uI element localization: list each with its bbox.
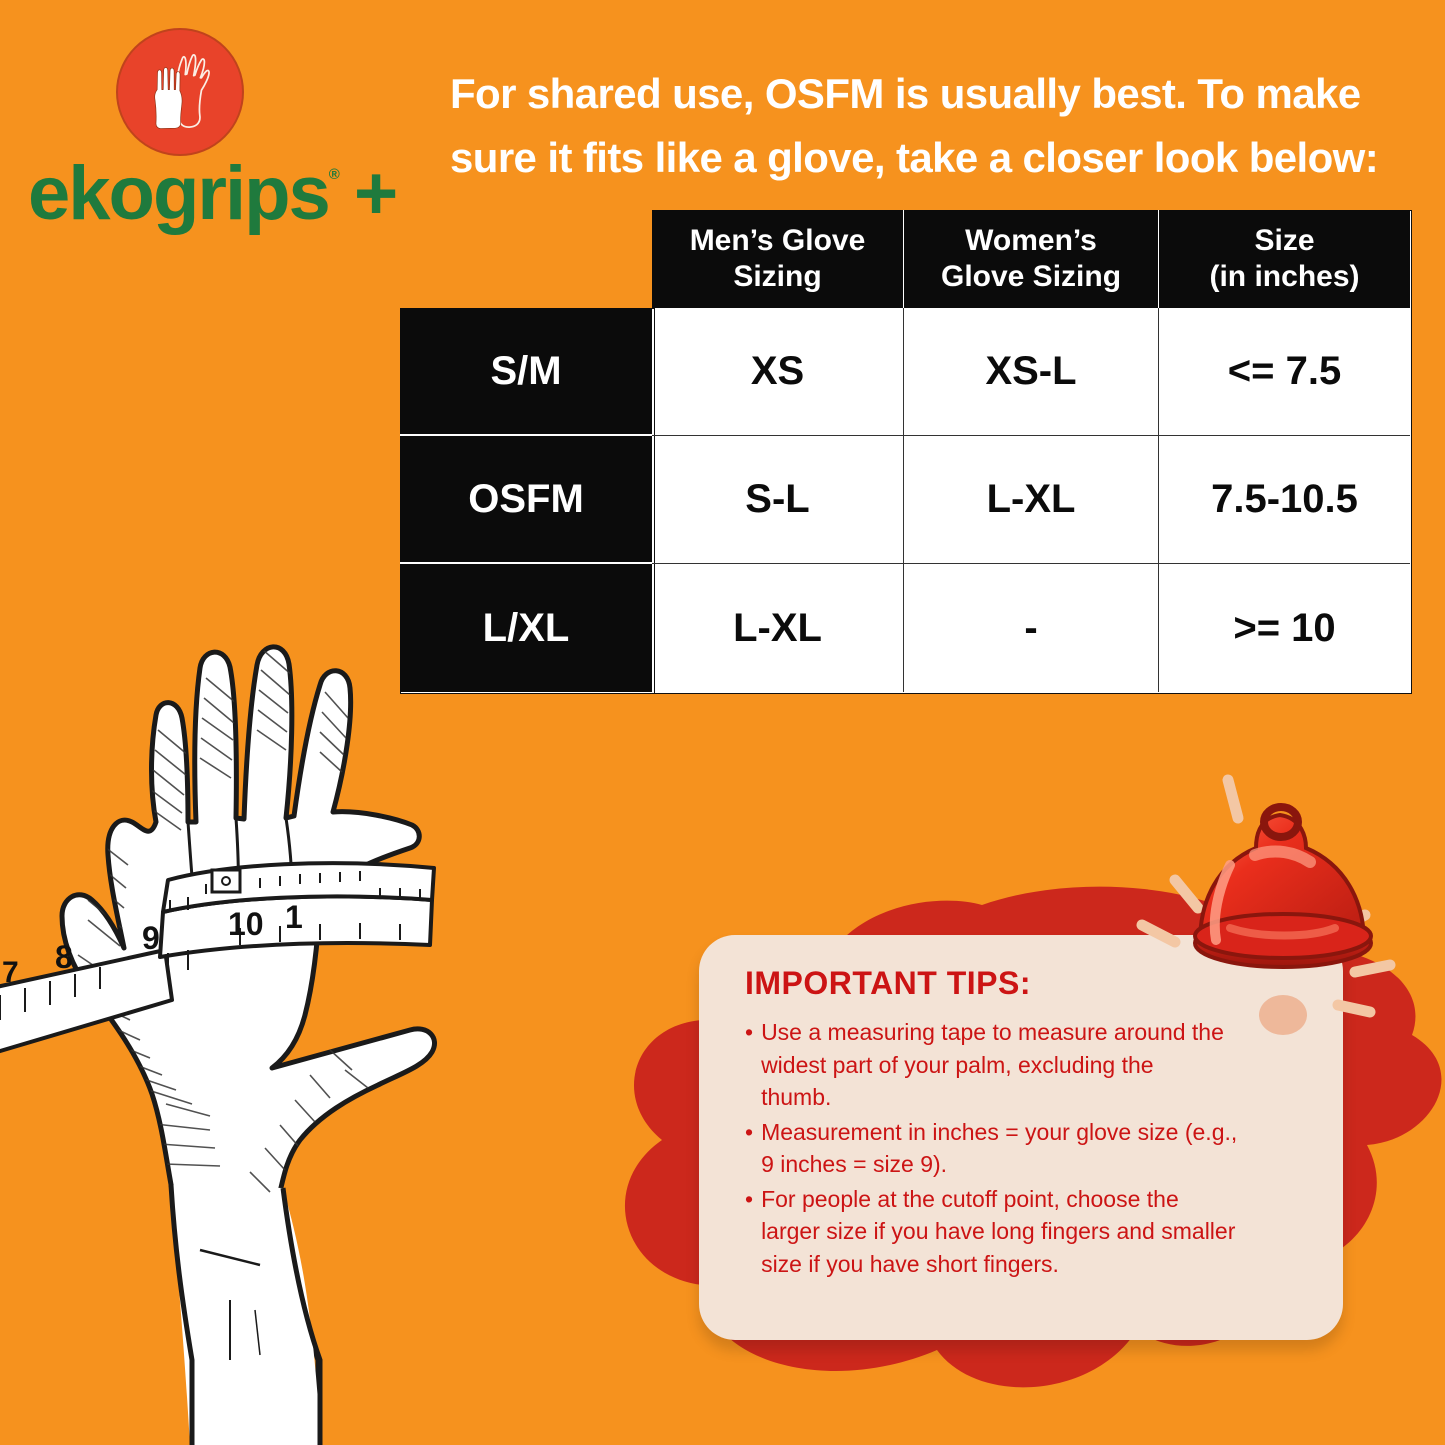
svg-text:10: 10 (228, 906, 264, 942)
svg-text:9: 9 (142, 920, 160, 956)
svg-text:1: 1 (285, 899, 303, 935)
svg-text:7: 7 (2, 956, 19, 989)
svg-text:8: 8 (55, 939, 73, 975)
